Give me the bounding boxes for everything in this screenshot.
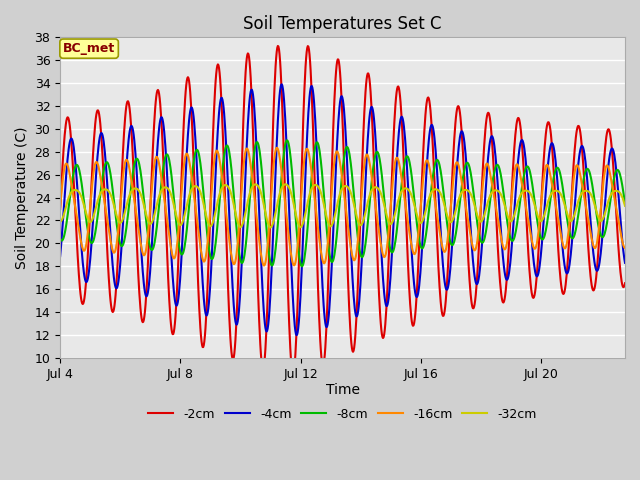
-8cm (621, 201, 629, 206)
-8cm (285, 144, 293, 149)
-4cm (56, 253, 64, 259)
-8cm (298, 264, 306, 269)
Line: -2cm: -2cm (60, 46, 625, 374)
-16cm (498, 238, 506, 244)
-4cm (278, 82, 285, 87)
-32cm (445, 218, 453, 224)
-4cm (292, 332, 300, 338)
-2cm (498, 295, 506, 300)
Title: Soil Temperatures Set C: Soil Temperatures Set C (243, 15, 442, 33)
-16cm (260, 263, 268, 268)
-32cm (56, 219, 64, 225)
-8cm (445, 234, 453, 240)
-16cm (508, 192, 516, 197)
-8cm (114, 229, 122, 235)
-2cm (274, 43, 282, 49)
-2cm (621, 280, 629, 286)
-16cm (621, 245, 629, 251)
-8cm (283, 137, 291, 143)
-4cm (285, 207, 293, 213)
-2cm (56, 206, 64, 212)
-8cm (508, 238, 516, 244)
-16cm (445, 222, 453, 228)
-32cm (508, 218, 516, 224)
-32cm (621, 203, 629, 209)
Line: -16cm: -16cm (60, 148, 625, 265)
-8cm (306, 193, 314, 199)
Legend: -2cm, -4cm, -8cm, -16cm, -32cm: -2cm, -4cm, -8cm, -16cm, -32cm (143, 403, 542, 425)
-32cm (306, 190, 314, 196)
-32cm (267, 225, 275, 230)
-32cm (286, 186, 294, 192)
-16cm (273, 145, 280, 151)
X-axis label: Time: Time (326, 384, 360, 397)
-4cm (508, 241, 516, 247)
-4cm (306, 89, 314, 95)
-32cm (498, 193, 506, 199)
-4cm (445, 277, 453, 283)
-16cm (114, 231, 122, 237)
-16cm (56, 204, 64, 210)
Line: -32cm: -32cm (60, 184, 625, 228)
-16cm (286, 241, 294, 247)
Y-axis label: Soil Temperature (C): Soil Temperature (C) (15, 126, 29, 269)
-2cm (306, 59, 314, 64)
-16cm (306, 158, 314, 164)
-8cm (498, 178, 506, 183)
-32cm (282, 181, 289, 187)
-4cm (114, 282, 122, 288)
-2cm (445, 240, 453, 246)
-2cm (285, 320, 293, 326)
-4cm (621, 260, 629, 266)
-2cm (508, 185, 516, 191)
-32cm (114, 216, 122, 222)
Line: -4cm: -4cm (60, 84, 625, 335)
Text: BC_met: BC_met (63, 42, 115, 55)
Line: -8cm: -8cm (60, 140, 625, 266)
-2cm (114, 257, 122, 263)
-8cm (56, 236, 64, 241)
-4cm (498, 240, 506, 245)
-2cm (289, 372, 297, 377)
